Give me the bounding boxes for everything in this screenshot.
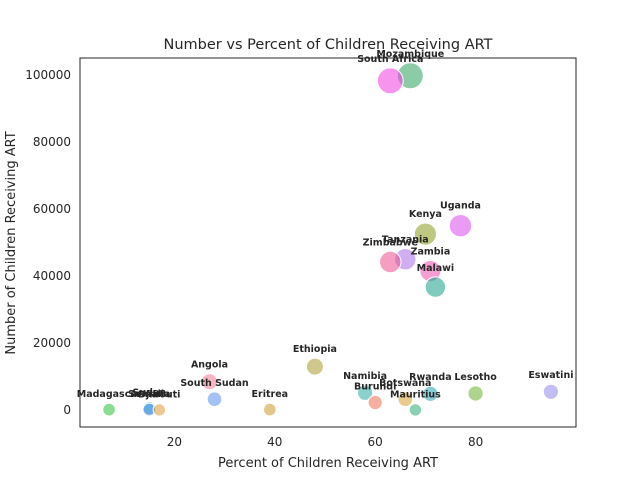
point-label-eswatini: Eswatini: [528, 370, 573, 381]
y-tick-80000: 80000: [33, 135, 71, 149]
point-label-angola: Angola: [191, 360, 228, 371]
point-botswana: [397, 391, 414, 408]
x-tick-20: 20: [167, 435, 182, 449]
point-label-ethiopia: Ethiopia: [293, 344, 337, 355]
x-tick-80: 80: [468, 435, 483, 449]
point-kenya: [413, 222, 437, 246]
y-axis-label: Number of Children Receiving ART: [4, 131, 19, 354]
y-tick-labels: 0 20000 40000 60000 80000 100000: [25, 68, 71, 417]
point-label-malawi: Malawi: [417, 263, 455, 274]
point-rwanda: [422, 385, 439, 402]
point-label-tanzania: Tanzania: [382, 235, 429, 246]
y-tick-60000: 60000: [33, 202, 71, 216]
point-ethiopia: [305, 357, 324, 376]
x-axis-label: Percent of Children Receiving ART: [218, 456, 438, 471]
point-label-uganda: Uganda: [440, 201, 481, 212]
point-label-sudan: Sudan: [133, 388, 167, 399]
point-label-zimbabwe: Zimbabwe: [363, 237, 418, 248]
point-label-eritrea: Eritrea: [252, 389, 289, 400]
point-zimbabwe: [379, 250, 402, 274]
point-lesotho: [467, 385, 484, 402]
point-mauritius: [408, 403, 423, 417]
point-label-namibia: Namibia: [343, 371, 387, 382]
point-south-africa: [376, 67, 404, 95]
y-tick-100000: 100000: [25, 68, 71, 82]
point-uganda: [448, 214, 473, 238]
point-label-kenya: Kenya: [409, 209, 442, 220]
point-label-south-africa: South Africa: [357, 54, 423, 65]
point-label-somalia: Somalia: [128, 389, 171, 400]
x-tick-60: 60: [368, 435, 383, 449]
point-eritrea: [263, 402, 277, 417]
y-tick-20000: 20000: [33, 336, 71, 350]
point-label-botswana: Botswana: [379, 378, 431, 389]
point-label-rwanda: Rwanda: [409, 372, 451, 383]
point-malawi: [424, 276, 447, 298]
points-layer: [102, 62, 560, 417]
x-tick-40: 40: [267, 435, 282, 449]
plot-frame: [79, 57, 577, 428]
point-burundi: [367, 394, 383, 411]
point-label-mozambique: Mozambique: [376, 49, 444, 60]
point-label-djibouti: Djibouti: [138, 390, 180, 401]
point-label-lesotho: Lesotho: [454, 372, 497, 383]
point-label-south-sudan: South Sudan: [180, 378, 249, 389]
x-tick-labels: 20 40 60 80: [167, 435, 483, 449]
point-namibia: [357, 384, 374, 401]
point-angola: [201, 373, 218, 391]
point-label-mauritius: Mauritius: [390, 390, 441, 401]
point-eswatini: [542, 383, 560, 400]
point-label-burundi: Burundi: [354, 381, 396, 392]
point-madagascar: [102, 402, 116, 417]
point-label-zambia: Zambia: [411, 247, 451, 258]
point-label-madagascar: Madagascar: [77, 389, 142, 400]
y-tick-0: 0: [63, 403, 71, 417]
point-djibouti: [152, 403, 167, 417]
point-south-sudan: [206, 391, 223, 408]
chart-title: Number vs Percent of Children Receiving …: [164, 37, 493, 53]
y-tick-40000: 40000: [33, 269, 71, 283]
